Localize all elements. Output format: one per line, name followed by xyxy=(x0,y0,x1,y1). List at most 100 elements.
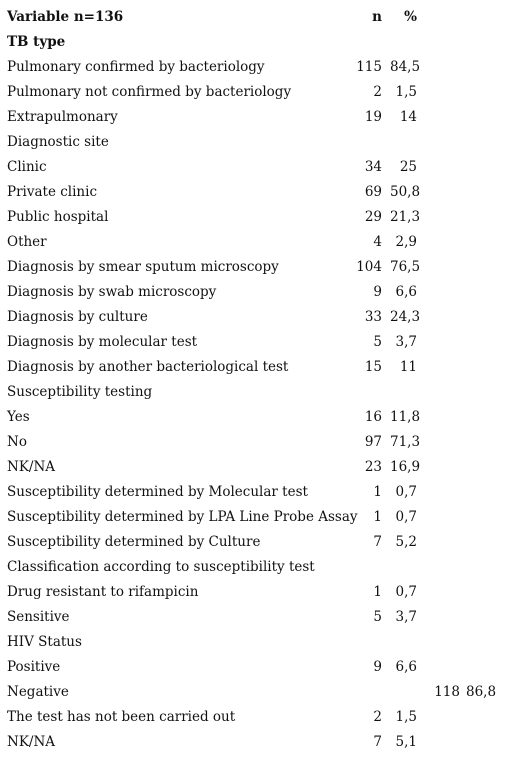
row-n: 118 xyxy=(434,684,460,700)
row-percent: 6,6 xyxy=(395,284,417,300)
row-label: TB type xyxy=(7,34,66,50)
row-label: Diagnosis by smear sputum microscopy xyxy=(7,259,279,275)
row-percent: 76,5 xyxy=(390,259,421,275)
row-label: Drug resistant to rifampicin xyxy=(7,584,199,600)
table-row: The test has not been carried out 2 1,5 xyxy=(0,705,505,730)
table-row: Drug resistant to rifampicin 1 0,7 xyxy=(0,580,505,605)
header-percent: % xyxy=(404,9,417,25)
table-row: Diagnosis by molecular test 5 3,7 xyxy=(0,330,505,355)
table-row: Susceptibility testing xyxy=(0,380,505,405)
row-n: 1 xyxy=(373,584,382,600)
row-n: 104 xyxy=(356,259,382,275)
row-label: Susceptibility determined by LPA Line Pr… xyxy=(7,509,358,525)
row-n: 19 xyxy=(364,109,382,125)
header-variable: Variable n=136 xyxy=(7,9,124,25)
table-row: Susceptibility determined by LPA Line Pr… xyxy=(0,505,505,530)
row-n: 2 xyxy=(373,709,382,725)
row-label: HIV Status xyxy=(7,634,82,650)
row-percent: 3,7 xyxy=(395,334,417,350)
row-label: Other xyxy=(7,234,47,250)
row-n: 115 xyxy=(356,59,382,75)
row-label: Clinic xyxy=(7,159,47,175)
row-percent: 25 xyxy=(399,159,417,175)
row-n: 4 xyxy=(373,234,382,250)
row-n: 15 xyxy=(364,359,382,375)
row-percent: 2,9 xyxy=(395,234,417,250)
row-label: Susceptibility determined by Culture xyxy=(7,534,261,550)
row-label: Positive xyxy=(7,659,61,675)
row-label: Yes xyxy=(7,409,30,425)
row-label: NK/NA xyxy=(7,734,56,750)
row-percent: 1,5 xyxy=(395,709,417,725)
table-row: Other 4 2,9 xyxy=(0,230,505,255)
table-row: NK/NA 23 16,9 xyxy=(0,455,505,480)
table-row: Positive 9 6,6 xyxy=(0,655,505,680)
row-percent: 3,7 xyxy=(395,609,417,625)
table-row: Private clinic 69 50,8 xyxy=(0,180,505,205)
row-percent: 0,7 xyxy=(395,509,417,525)
table-row: Pulmonary not confirmed by bacteriology 2… xyxy=(0,80,505,105)
row-label: Classification according to susceptibili… xyxy=(7,559,315,575)
row-percent: 86,8 xyxy=(466,684,497,700)
row-label: Extrapulmonary xyxy=(7,109,118,125)
row-percent: 50,8 xyxy=(390,184,421,200)
row-n: 2 xyxy=(373,84,382,100)
table-row: Diagnosis by culture 33 24,3 xyxy=(0,305,505,330)
header-n: n xyxy=(372,9,382,25)
row-percent: 11 xyxy=(399,359,417,375)
row-n: 5 xyxy=(373,334,382,350)
row-percent: 1,5 xyxy=(395,84,417,100)
table-row: TB type xyxy=(0,30,505,55)
row-percent: 21,3 xyxy=(390,209,421,225)
row-label: Susceptibility testing xyxy=(7,384,153,400)
row-label: The test has not been carried out xyxy=(7,709,236,725)
row-percent: 5,2 xyxy=(395,534,417,550)
row-n: 1 xyxy=(373,484,382,500)
table-row: Diagnostic site xyxy=(0,130,505,155)
row-label: Pulmonary confirmed by bacteriology xyxy=(7,59,265,75)
table-row: Negative 118 86,8 xyxy=(0,680,505,705)
row-percent: 16,9 xyxy=(390,459,421,475)
row-label: Private clinic xyxy=(7,184,98,200)
row-label: Susceptibility determined by Molecular t… xyxy=(7,484,308,500)
row-n: 33 xyxy=(364,309,382,325)
table-row: Public hospital 29 21,3 xyxy=(0,205,505,230)
table-row: Diagnosis by another bacteriological tes… xyxy=(0,355,505,380)
table-row: Susceptibility determined by Culture 7 5,2 xyxy=(0,530,505,555)
row-n: 1 xyxy=(373,509,382,525)
row-label: Negative xyxy=(7,684,69,700)
row-n: 23 xyxy=(364,459,382,475)
row-label: NK/NA xyxy=(7,459,56,475)
row-percent: 11,8 xyxy=(390,409,421,425)
table-row: Extrapulmonary 19 14 xyxy=(0,105,505,130)
row-label: Pulmonary not confirmed by bacteriology xyxy=(7,84,292,100)
table-row: NK/NA 7 5,1 xyxy=(0,730,505,755)
row-n: 97 xyxy=(364,434,382,450)
row-n: 34 xyxy=(364,159,382,175)
table-row: Clinic 34 25 xyxy=(0,155,505,180)
row-percent: 71,3 xyxy=(390,434,421,450)
table-row: Classification according to susceptibili… xyxy=(0,555,505,580)
row-percent: 14 xyxy=(399,109,417,125)
table-row: Pulmonary confirmed by bacteriology 115 84… xyxy=(0,55,505,80)
row-label: Diagnosis by another bacteriological tes… xyxy=(7,359,289,375)
row-percent: 6,6 xyxy=(395,659,417,675)
row-label: Diagnosis by molecular test xyxy=(7,334,198,350)
row-label: Sensitive xyxy=(7,609,70,625)
table-row: HIV Status xyxy=(0,630,505,655)
row-n: 9 xyxy=(373,284,382,300)
row-label: Public hospital xyxy=(7,209,109,225)
row-label: No xyxy=(7,434,27,450)
row-label: Diagnostic site xyxy=(7,134,109,150)
row-n: 29 xyxy=(364,209,382,225)
row-n: 69 xyxy=(364,184,382,200)
table-header: Variable n=136 n % xyxy=(0,5,505,30)
table-row: Susceptibility determined by Molecular t… xyxy=(0,480,505,505)
table-row: Diagnosis by swab microscopy 9 6,6 xyxy=(0,280,505,305)
row-percent: 5,1 xyxy=(395,734,417,750)
row-percent: 0,7 xyxy=(395,484,417,500)
row-percent: 24,3 xyxy=(390,309,421,325)
row-n: 9 xyxy=(373,659,382,675)
row-percent: 84,5 xyxy=(390,59,421,75)
table-row: Sensitive 5 3,7 xyxy=(0,605,505,630)
